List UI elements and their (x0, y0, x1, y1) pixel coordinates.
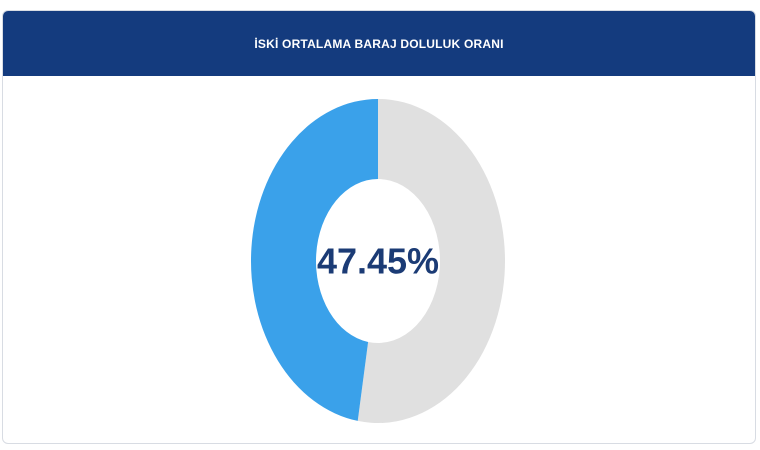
donut-segment (251, 99, 378, 421)
center-label: 47.45% (317, 241, 439, 282)
card-header: İSKİ ORTALAMA BARAJ DOLULUK ORANI (3, 11, 755, 76)
donut-segment (357, 99, 506, 424)
chart-title: İSKİ ORTALAMA BARAJ DOLULUK ORANI (254, 36, 504, 51)
